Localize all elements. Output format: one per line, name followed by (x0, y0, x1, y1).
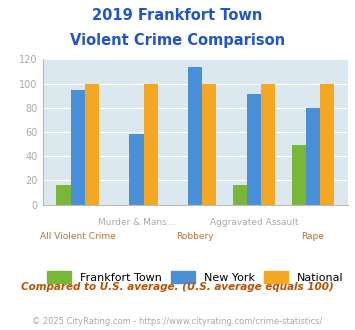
Bar (85, 83, 99, 205)
Text: Robbery: Robbery (176, 232, 214, 241)
Bar (188, 67, 202, 205)
Text: Aggravated Assault: Aggravated Assault (210, 218, 298, 227)
Bar (247, 94, 261, 205)
Legend: Frankfort Town, New York, National: Frankfort Town, New York, National (47, 271, 344, 282)
Text: © 2025 CityRating.com - https://www.cityrating.com/crime-statistics/: © 2025 CityRating.com - https://www.city… (32, 317, 323, 326)
Text: Violent Crime Comparison: Violent Crime Comparison (70, 33, 285, 48)
Text: Compared to U.S. average. (U.S. average equals 100): Compared to U.S. average. (U.S. average … (21, 282, 334, 292)
Text: Murder & Mans...: Murder & Mans... (98, 218, 175, 227)
Bar (292, 145, 306, 205)
Bar (56, 185, 71, 205)
Text: Rape: Rape (301, 232, 324, 241)
Text: All Violent Crime: All Violent Crime (40, 232, 115, 241)
Bar (306, 108, 320, 205)
Bar (129, 134, 143, 205)
Bar (143, 83, 158, 205)
Bar (202, 83, 217, 205)
Bar (320, 83, 334, 205)
Bar (261, 83, 275, 205)
Bar (71, 90, 85, 205)
Text: 2019 Frankfort Town: 2019 Frankfort Town (92, 8, 263, 23)
Bar (233, 185, 247, 205)
